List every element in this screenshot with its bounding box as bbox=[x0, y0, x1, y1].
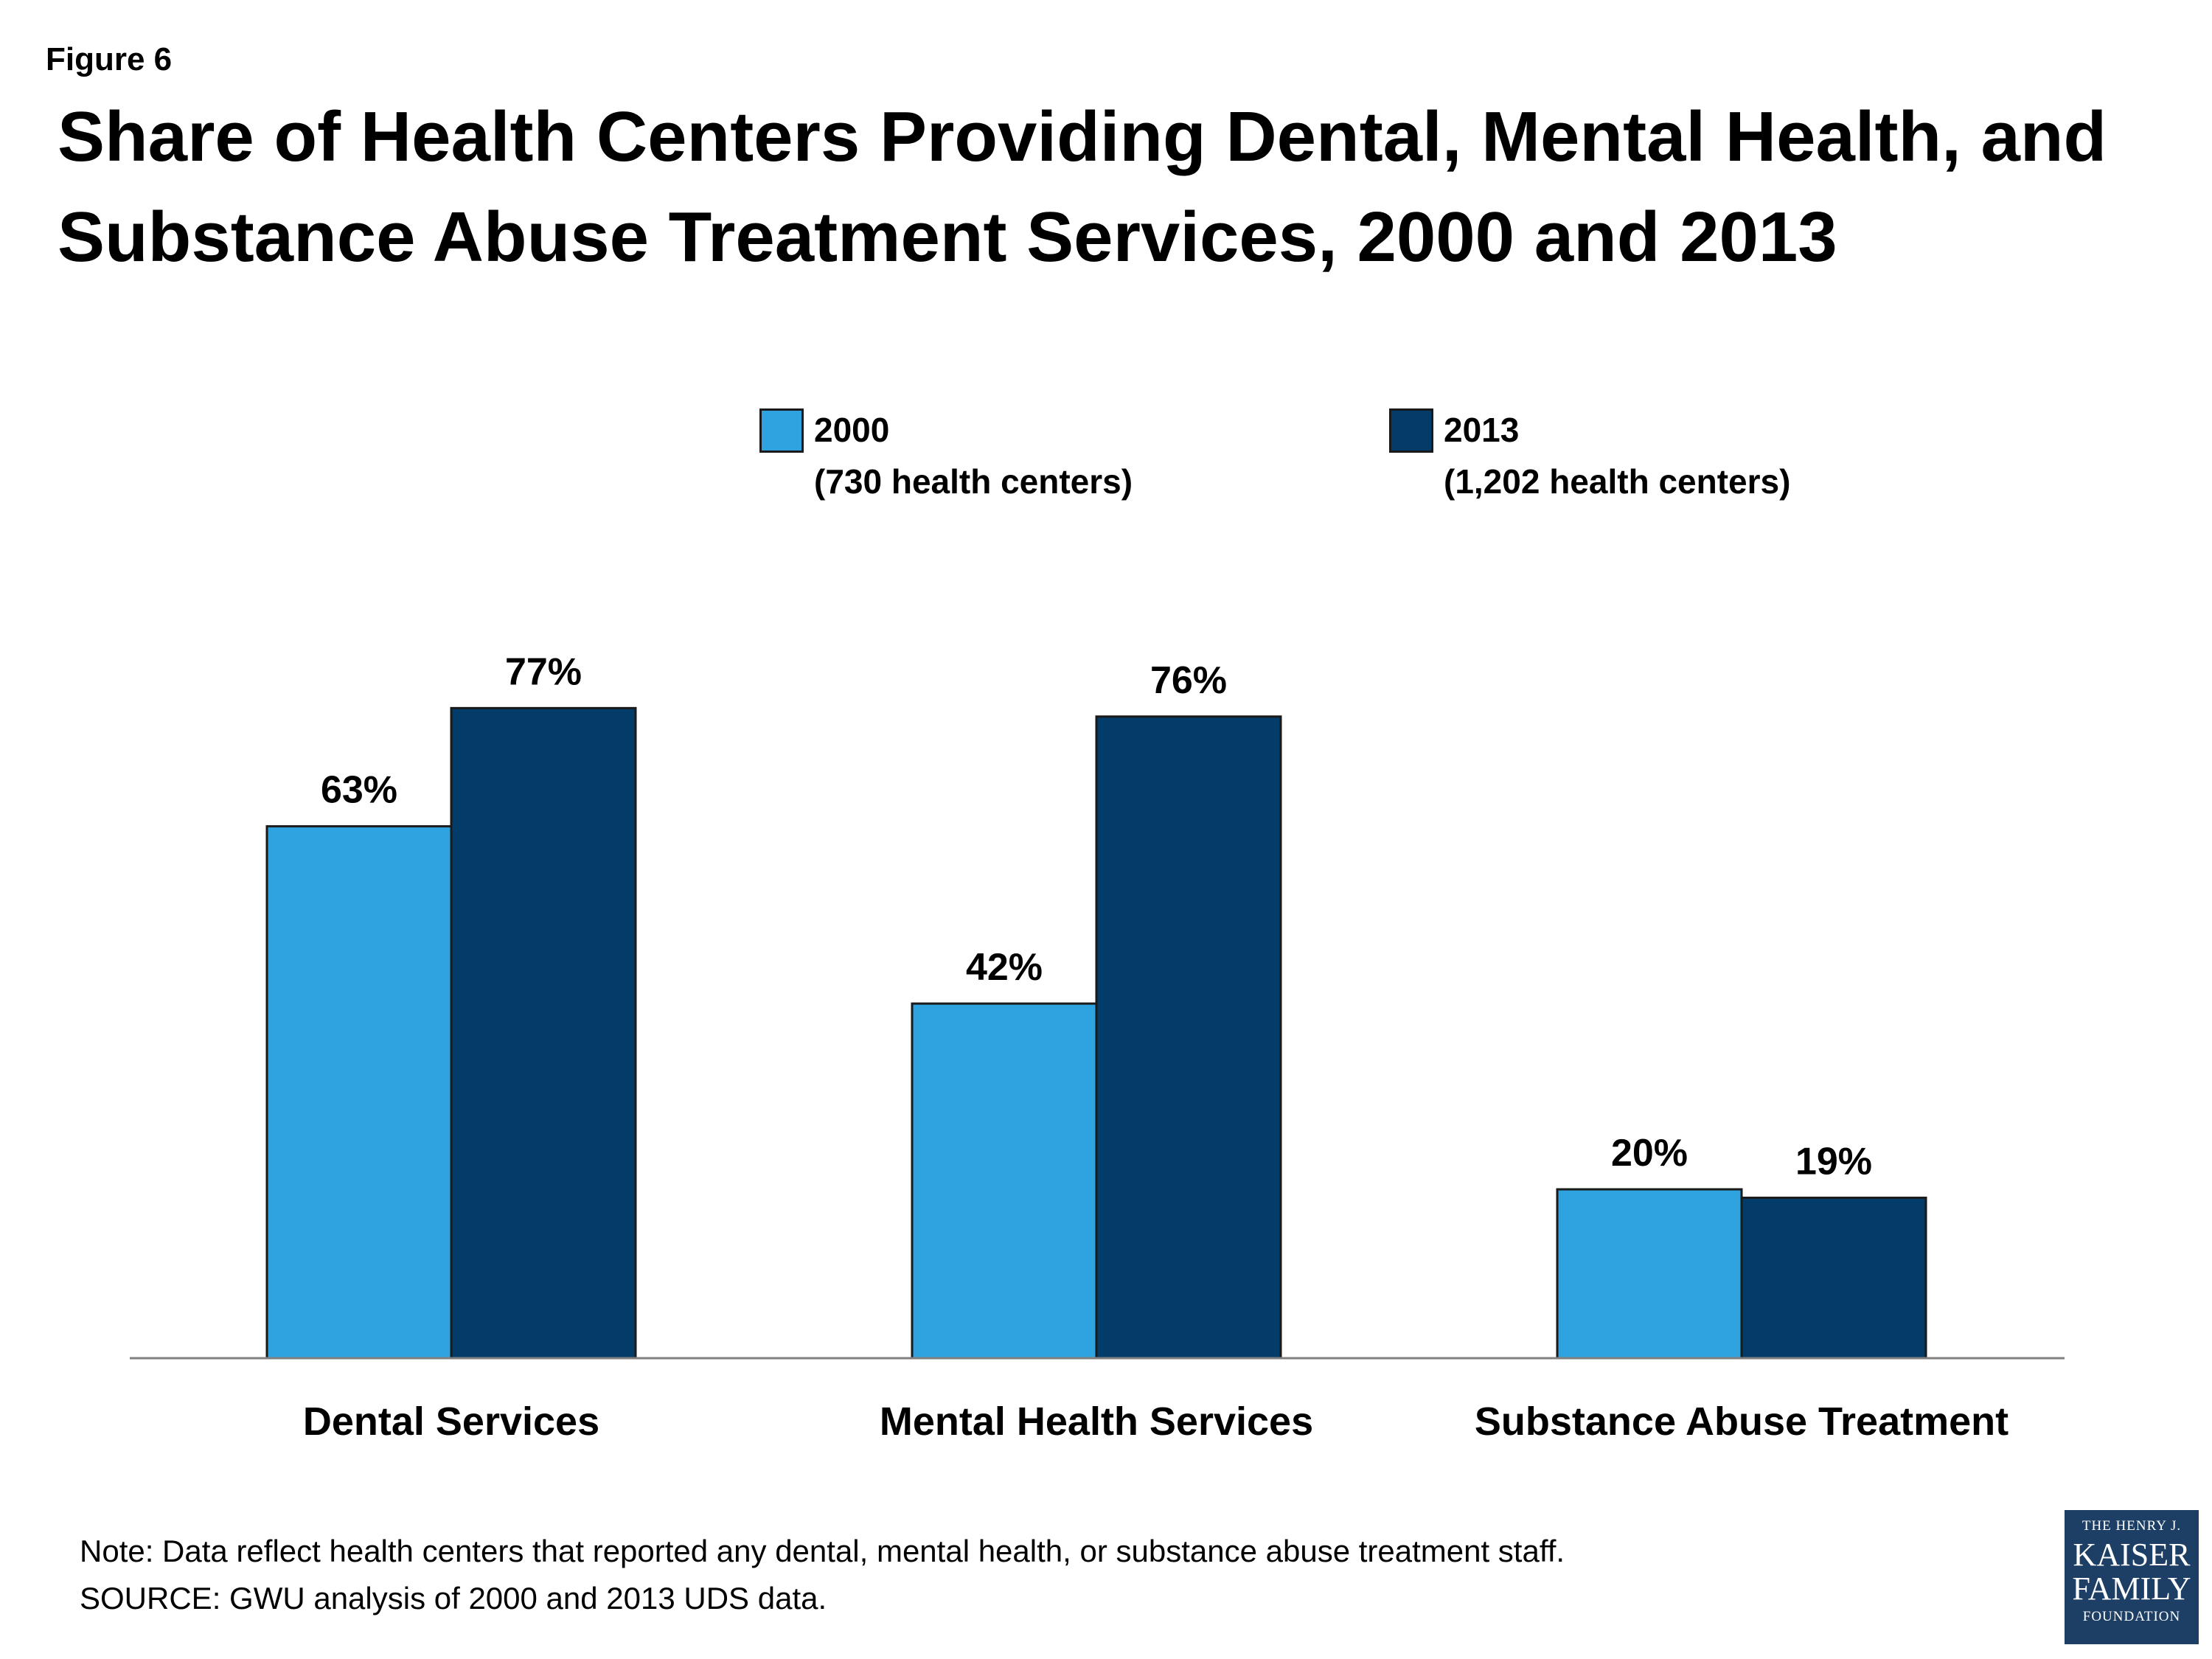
source-text: SOURCE: GWU analysis of 2000 and 2013 UD… bbox=[80, 1581, 827, 1615]
legend-swatch-2013 bbox=[1389, 408, 1433, 453]
chart-title: Share of Health Centers Providing Dental… bbox=[58, 97, 2107, 276]
bar-2000-1 bbox=[911, 1002, 1098, 1360]
bar-2013-0 bbox=[450, 706, 637, 1360]
note-text: Note: Data reflect health centers that r… bbox=[80, 1534, 1565, 1568]
figure-label: Figure 6 bbox=[46, 41, 173, 77]
data-label-2000-0: 63% bbox=[321, 769, 397, 812]
logo-line-2: KAISER bbox=[2073, 1537, 2191, 1573]
legend-swatch-2000 bbox=[759, 408, 804, 453]
bar-2013-1 bbox=[1095, 715, 1282, 1360]
data-label-2000-1: 42% bbox=[966, 946, 1043, 989]
footnote: Note: Data reflect health centers that r… bbox=[80, 1528, 1565, 1622]
legend-label-2000: 2000 (730 health centers) bbox=[814, 404, 1133, 507]
category-label-2: Substance Abuse Treatment bbox=[1475, 1399, 2008, 1444]
legend-2013-year: 2013 bbox=[1444, 411, 1520, 449]
logo-line-3: FAMILY bbox=[2072, 1571, 2191, 1607]
category-label-0: Dental Services bbox=[303, 1399, 599, 1444]
data-label-2013-2: 19% bbox=[1795, 1140, 1872, 1183]
data-label-2013-1: 76% bbox=[1150, 659, 1227, 702]
legend-item-2000: 2000 (730 health centers) bbox=[759, 404, 1133, 507]
data-label-2013-0: 77% bbox=[505, 650, 582, 693]
logo-line-4: FOUNDATION bbox=[2082, 1609, 2181, 1624]
category-label-1: Mental Health Services bbox=[880, 1399, 1313, 1444]
legend-2013-count: (1,202 health centers) bbox=[1444, 462, 1791, 501]
data-label-2000-2: 20% bbox=[1611, 1132, 1688, 1175]
legend-label-2013: 2013 (1,202 health centers) bbox=[1444, 404, 1790, 507]
bar-chart: 63% 77% Dental Services 42% 76% Mental Health… bbox=[130, 650, 2065, 1444]
bar-2013-2 bbox=[1740, 1196, 1927, 1360]
legend-2000-count: (730 health centers) bbox=[814, 462, 1133, 501]
bar-2000-2 bbox=[1556, 1188, 1743, 1360]
kff-logo: THE HENRY J. KAISER FAMILY FOUNDATION bbox=[2065, 1510, 2199, 1644]
bar-2000-0 bbox=[265, 825, 453, 1360]
legend-item-2013: 2013 (1,202 health centers) bbox=[1389, 404, 1790, 507]
logo-line-1: THE HENRY J. bbox=[2081, 1518, 2182, 1534]
legend-2000-year: 2000 bbox=[814, 411, 890, 449]
